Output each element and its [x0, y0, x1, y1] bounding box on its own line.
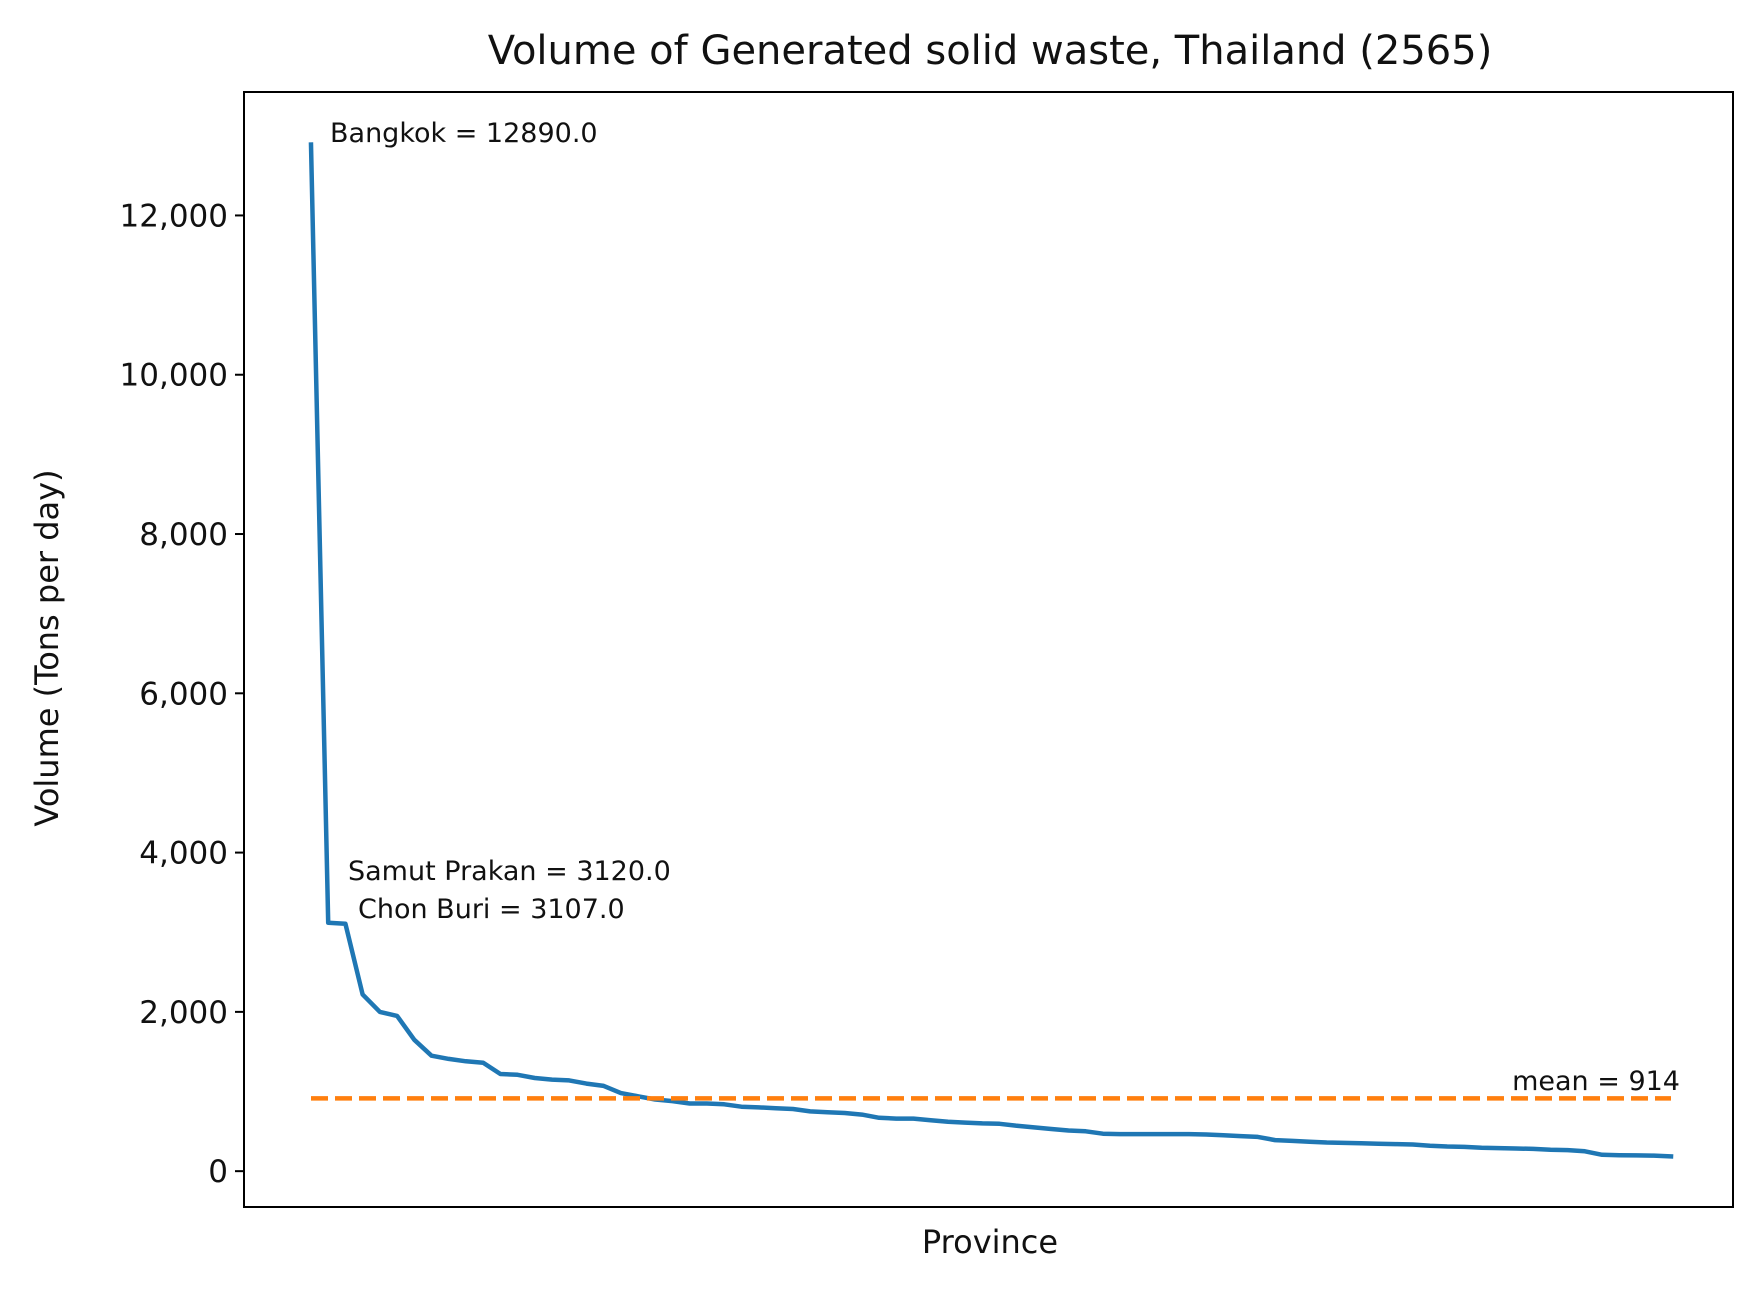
annotation-samut-prakan: Samut Prakan = 3120.0	[348, 856, 671, 887]
y-tick-label: 10,000	[120, 358, 228, 394]
y-tick-label: 4,000	[139, 836, 228, 872]
annotation-bangkok: Bangkok = 12890.0	[330, 118, 598, 149]
y-tick-label: 2,000	[139, 995, 228, 1031]
y-axis-label: Volume (Tons per day)	[28, 469, 66, 826]
plot-area	[308, 142, 1674, 1159]
series-line-volume	[308, 142, 1674, 1159]
chart-title: Volume of Generated solid waste, Thailan…	[488, 28, 1493, 74]
annotation-chon-buri: Chon Buri = 3107.0	[358, 894, 625, 925]
annotation-mean: mean = 914	[1512, 1066, 1680, 1097]
y-tick-label: 8,000	[139, 517, 228, 553]
plot-frame	[243, 91, 1734, 1208]
x-axis-label: Province	[922, 1223, 1058, 1261]
y-axis: 0 2,000 4,000 6,000 8,000 10,000 12,000	[120, 91, 1734, 1208]
y-tick-label: 6,000	[139, 676, 228, 712]
y-tick-label: 0	[208, 1154, 228, 1190]
annotations: Bangkok = 12890.0 Samut Prakan = 3120.0 Ch…	[330, 118, 1680, 1097]
y-tick-label: 12,000	[120, 198, 228, 234]
